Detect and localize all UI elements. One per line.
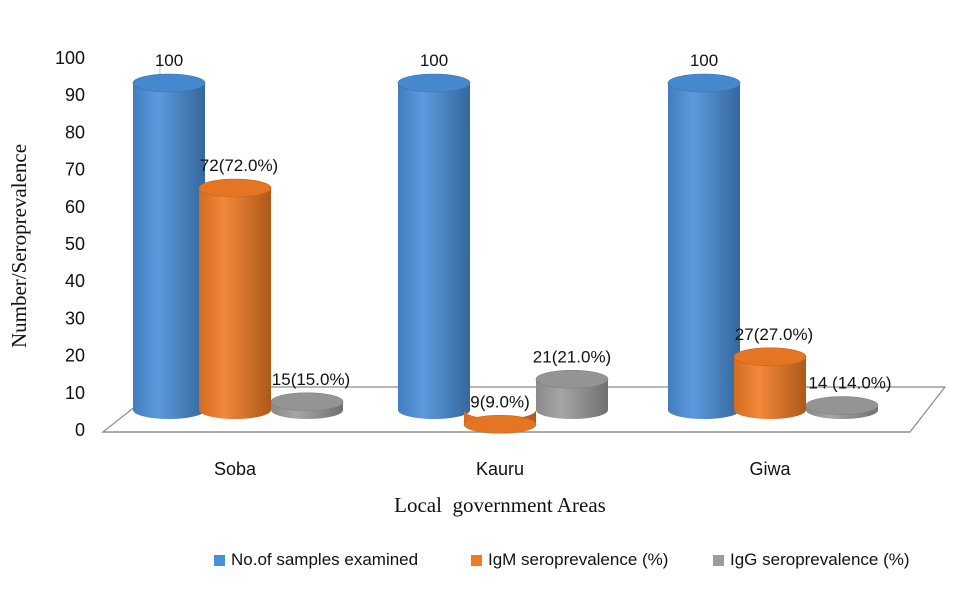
bar-kauru-series-1 (463, 410, 537, 434)
legend-label-igg: IgG seroprevalence (%) (730, 550, 910, 569)
y-tick-label: 40 (65, 271, 85, 291)
bar-soba-series-0 (132, 73, 206, 419)
bar-soba-series-2 (270, 392, 344, 419)
data-label: 100 (155, 51, 183, 70)
legend-item-samples: No.of samples examined (214, 550, 418, 570)
y-tick-label: 0 (75, 420, 85, 440)
bar-soba-series-1 (198, 178, 272, 419)
y-tick-label: 90 (65, 85, 85, 105)
data-label: 9(9.0%) (470, 392, 530, 411)
data-label: 14 (14.0%) (808, 374, 891, 393)
x-tick-label: Soba (214, 459, 257, 479)
x-axis-label: Local government Areas (394, 493, 606, 517)
y-tick-label: 100 (55, 48, 85, 68)
x-tick-label: Kauru (476, 459, 524, 479)
legend-label-igm: IgM seroprevalence (%) (488, 550, 669, 569)
y-axis-label: Number/Seroprevalence (7, 144, 31, 348)
bar-kauru-series-0 (397, 73, 471, 419)
data-label: 72(72.0%) (200, 156, 278, 175)
legend: No.of samples examined IgM seroprevalenc… (0, 550, 960, 580)
legend-swatch-samples (214, 554, 225, 566)
y-tick-label: 10 (65, 383, 85, 403)
data-label: 100 (420, 51, 448, 70)
y-tick-label: 70 (65, 160, 85, 180)
y-tick-label: 80 (65, 122, 85, 142)
y-tick-label: 20 (65, 346, 85, 366)
y-axis: 0 10 20 30 40 50 60 70 80 90 100 (55, 48, 85, 440)
y-tick-label: 30 (65, 308, 85, 328)
legend-swatch-igg (713, 554, 724, 566)
bar-kauru-series-2 (535, 369, 609, 419)
x-axis: Soba Kauru Giwa (214, 459, 792, 479)
bar-giwa-series-2 (805, 396, 879, 419)
data-label: 21(21.0%) (533, 347, 611, 366)
data-labels: 100 72(72.0%) 15(15.0%) 100 9(9.0%) 21(21.0%)… (155, 51, 892, 411)
x-tick-label: Giwa (749, 459, 791, 479)
legend-item-igm: IgM seroprevalence (%) (471, 550, 668, 570)
bars (132, 73, 879, 434)
y-tick-label: 50 (65, 234, 85, 254)
bar-giwa-series-1 (733, 347, 807, 419)
data-label: 15(15.0%) (272, 370, 350, 389)
legend-swatch-igm (471, 554, 482, 566)
bar-giwa-series-0 (667, 73, 741, 419)
data-label: 27(27.0%) (735, 325, 813, 344)
y-tick-label: 60 (65, 197, 85, 217)
legend-label-samples: No.of samples examined (231, 550, 419, 569)
legend-item-igg: IgG seroprevalence (%) (713, 550, 910, 570)
data-label: 100 (690, 51, 718, 70)
